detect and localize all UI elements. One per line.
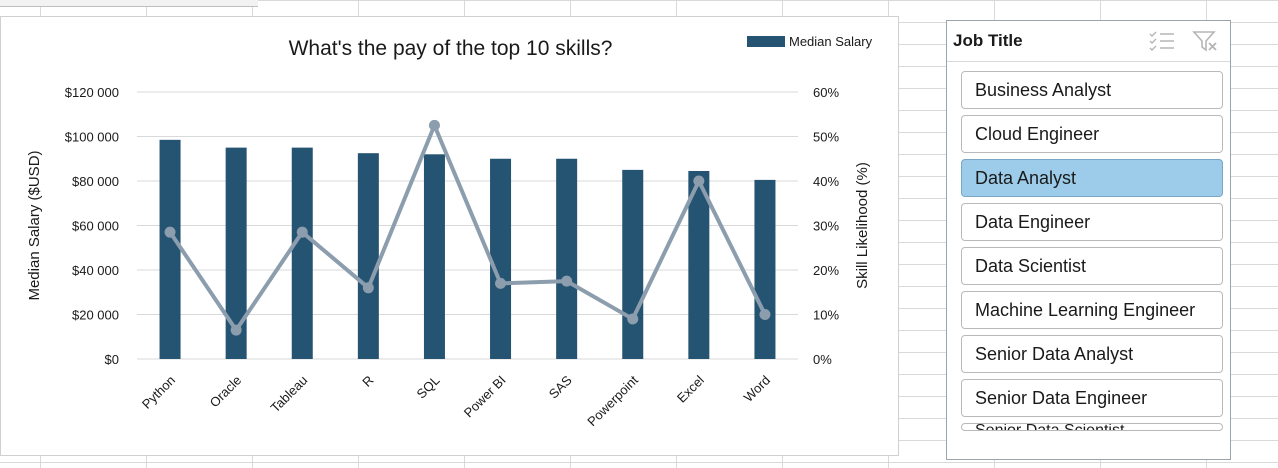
- slicer-item-data-analyst[interactable]: Data Analyst: [961, 159, 1223, 197]
- y-tick-label: $0: [105, 352, 119, 367]
- chart-plot: $120 000 $100 000 $80 000 $60 000 $40 000 $20…: [26, 85, 871, 429]
- legend-swatch: [747, 36, 785, 47]
- line-point-power-bi: [495, 277, 507, 289]
- line-point-sql: [428, 119, 440, 131]
- slicer-item-senior-data-analyst[interactable]: Senior Data Analyst: [961, 335, 1223, 373]
- skill-likelihood-line: [168, 123, 767, 333]
- line-point-python: [164, 226, 176, 238]
- x-tick-label: Tableau: [268, 373, 311, 416]
- x-tick-label: Python: [139, 373, 178, 412]
- bar-sas: [556, 158, 578, 359]
- clear-filter-icon[interactable]: [1192, 29, 1220, 53]
- y-tick-label: $60 000: [72, 219, 119, 234]
- x-tick-label: Powerpoint: [584, 372, 641, 429]
- y-tick-label: $80 000: [72, 174, 119, 189]
- x-tick-label: Word: [741, 373, 773, 405]
- combo-chart[interactable]: $120 000 $100 000 $80 000 $60 000 $40 000 $20…: [0, 16, 899, 456]
- multi-select-icon[interactable]: [1148, 29, 1176, 53]
- bar-excel: [688, 170, 710, 359]
- bar-sql: [423, 154, 445, 359]
- bar-r: [357, 153, 379, 359]
- bar-power-bi: [490, 158, 512, 359]
- y2-tick-label: 20%: [813, 263, 839, 278]
- x-tick-label: SAS: [546, 372, 575, 401]
- y-tick-label: $20 000: [72, 308, 119, 323]
- y-tick-label: $120 000: [65, 85, 119, 100]
- y2-tick-label: 60%: [813, 85, 839, 100]
- slicer-item-senior-data-scientist[interactable]: Senior Data Scientist: [961, 423, 1223, 431]
- bar-python: [159, 139, 181, 359]
- y2-tick-label: 40%: [813, 174, 839, 189]
- y2-tick-label: 30%: [813, 219, 839, 234]
- slicer-item-business-analyst[interactable]: Business Analyst: [961, 71, 1223, 109]
- x-tick-label: R: [359, 373, 376, 390]
- chart-legend: Median Salary: [747, 34, 872, 49]
- x-tick-label: Power BI: [461, 373, 509, 421]
- y-tick-label: $40 000: [72, 263, 119, 278]
- slicer-item-data-scientist[interactable]: Data Scientist: [961, 247, 1223, 285]
- slicer-item-machine-learning-engineer[interactable]: Machine Learning Engineer: [961, 291, 1223, 329]
- line-point-powerpoint: [627, 313, 639, 325]
- bar-oracle: [225, 147, 247, 359]
- y2-tick-label: 0%: [813, 352, 832, 367]
- line-point-sas: [561, 275, 573, 287]
- x-tick-label: Oracle: [207, 373, 245, 411]
- y2-tick-label: 50%: [813, 130, 839, 145]
- slicer-item-cloud-engineer[interactable]: Cloud Engineer: [961, 115, 1223, 153]
- slicer-item-senior-data-engineer[interactable]: Senior Data Engineer: [961, 379, 1223, 417]
- slicer-title: Job Title: [953, 31, 1023, 50]
- bar-tableau: [291, 147, 313, 359]
- slicer-item-data-engineer[interactable]: Data Engineer: [961, 203, 1223, 241]
- y-axis-title: Median Salary ($USD): [26, 150, 43, 300]
- x-tick-label: Excel: [674, 372, 707, 405]
- line-point-tableau: [296, 226, 308, 238]
- y-tick-label: $100 000: [65, 130, 119, 145]
- worksheet-top-strip: [0, 0, 258, 7]
- y2-axis-title: Skill Likelihood (%): [854, 162, 871, 289]
- bar-word: [754, 179, 776, 359]
- slicer-header: Job Title: [947, 21, 1230, 62]
- legend-label: Median Salary: [789, 34, 873, 49]
- bar-powerpoint: [622, 169, 644, 359]
- y2-tick-label: 10%: [813, 308, 839, 323]
- x-tick-label: SQL: [414, 373, 443, 402]
- line-point-oracle: [230, 324, 242, 336]
- job-title-slicer[interactable]: Job Title Business Analyst Cloud Engineer…: [946, 20, 1231, 460]
- line-point-excel: [693, 175, 705, 187]
- line-point-word: [759, 309, 771, 320]
- line-point-r: [362, 282, 374, 294]
